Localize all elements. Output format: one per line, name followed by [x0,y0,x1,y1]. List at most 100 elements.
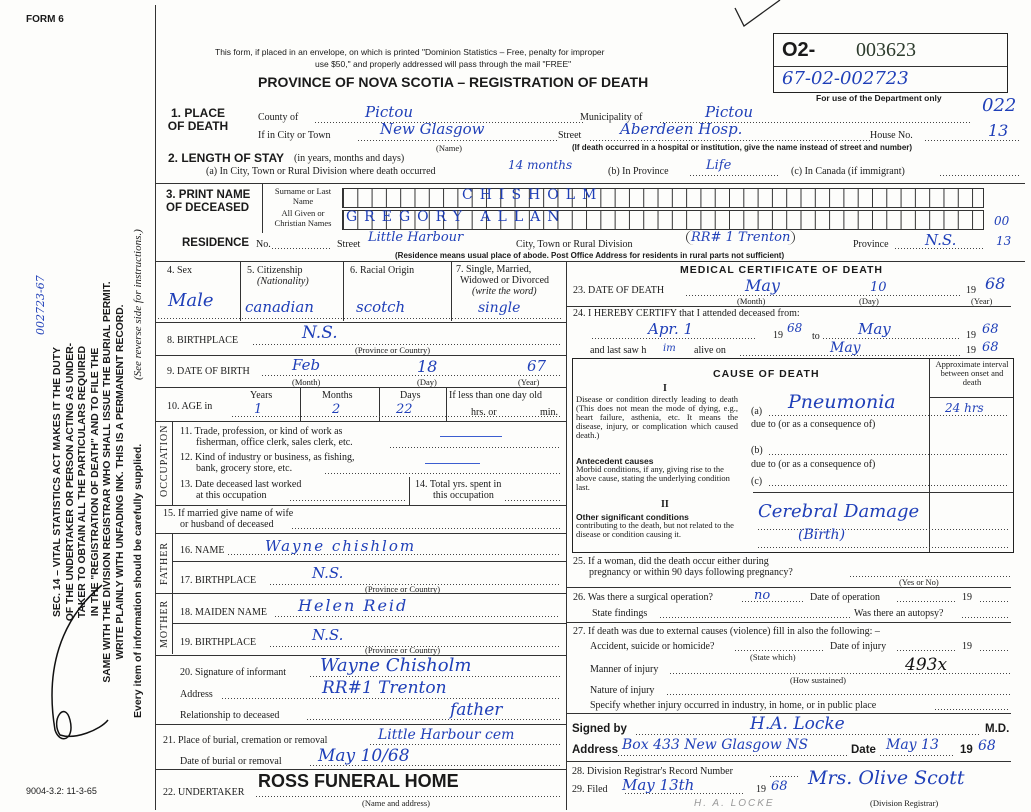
due-to-label: due to (or as a consequence of) [751,459,876,470]
dotted-line [325,473,560,474]
dotted-line [667,694,1010,695]
divider [343,261,344,321]
divider [566,713,1011,714]
dotted-line [980,601,1010,602]
dotted-line [895,248,985,249]
cause-c-label: (c) [751,476,763,487]
dod-label: 23. DATE OF DEATH [573,285,665,296]
signed-year: 68 [978,738,996,754]
divider [155,387,566,388]
q28-label: 28. Division Registrar's Record Number [572,766,733,777]
divider [929,359,930,552]
manner-code: 493x [905,655,948,675]
days-label: Days [400,390,421,401]
city-label: If in City or Town [258,130,331,141]
other-conditions-value: Cerebral Damage [758,501,920,522]
mother-birthplace: N.S. [312,626,344,644]
dotted-line [290,500,405,501]
dotted-line [850,576,1010,577]
day-hint: (Day) [417,377,437,387]
autopsy-label: Was there an autopsy? [854,608,944,619]
side-handwritten-number: 002723-67 [34,275,47,335]
deceased-name-label-text: 3. PRINT NAME OF DECEASED [166,189,251,214]
dod-year: 68 [985,274,1006,293]
dotted-line [823,338,961,339]
residence-province-value: N.S. [925,231,957,249]
residence-note: (Residence means usual place of abode. P… [395,251,785,260]
dotted-line [618,755,848,756]
year-prefix: 19 [966,345,976,356]
surname-label: Surname or Last Name [274,186,332,206]
dotted-line [770,776,800,777]
column-divider [566,261,567,810]
divider [929,397,1013,398]
mail-notice-1: This form, if placed in an envelope, on … [215,47,605,57]
dotted-line [310,765,560,766]
divider [172,561,566,562]
reg-handwritten: 67-02-002723 [782,68,909,89]
stay-b-value: Life [706,158,732,173]
q15-label: or husband of deceased [180,519,274,530]
citizenship-label: 5. Citizenship [247,265,303,276]
cause-title: CAUSE OF DEATH [713,368,820,380]
dotted-line [253,344,560,345]
dotted-line [735,650,825,651]
dotted-line [592,338,757,339]
year-prefix: 19 [966,330,976,341]
dotted-line [660,122,970,123]
dob-day: 18 [417,357,438,376]
divider [155,533,566,534]
dept-only: For use of the Department only [816,93,942,103]
burial-date-label: Date of burial or removal [180,756,282,767]
divider [155,421,566,422]
dob-label: 9. DATE OF BIRTH [167,366,250,377]
informant-signature-label: 20. Signature of informant [180,667,287,678]
dotted-line [370,744,560,745]
dotted-line [935,709,1010,710]
racial-value: scotch [356,298,406,316]
city-value: New Glasgow [380,120,485,138]
given-value: GREGORY ALLAN [346,209,567,225]
dotted-line [310,676,560,677]
form-left-border [155,5,156,810]
form-code: 9004-3.2: 11-3-65 [26,786,97,796]
dotted-line [758,529,1008,530]
cause-of-death-box: CAUSE OF DEATH Approximate interval betw… [572,358,1014,553]
year-prefix: 19 [962,592,972,603]
stay-a-label: (a) In City, Town or Rural Division wher… [206,166,436,177]
dotted-line [158,318,563,319]
q13-label: at this occupation [196,490,267,501]
divider [155,593,566,594]
residence-street-value: Little Harbour [368,230,464,245]
signed-date-label: Date [851,744,876,756]
dotted-line [232,416,560,417]
relationship-label: Relationship to deceased [180,710,280,721]
dotted-line [275,616,560,617]
occupation-label: OCCUPATION [159,424,170,497]
burial-place-label: 21. Place of burial, cremation or remova… [163,735,328,746]
province-hint: (Province or Country) [365,645,441,655]
dotted-line [636,734,981,735]
marital-label: 7. Single, Married, [456,264,532,275]
residence-city-label: City, Town or Rural Division [516,239,633,250]
dotted-line [925,140,1020,141]
dotted-line [222,698,560,699]
divider [262,183,263,233]
stay-b-label: (b) In Province [608,166,669,177]
dept-code: 022 [982,95,1017,116]
dotted-line [660,617,850,618]
dotted-line [270,584,560,585]
cause-a-label: (a) [751,406,763,417]
dotted-line [272,248,332,249]
operation-date-label: Date of operation [810,592,880,603]
stay-c-label: (c) In Canada (if immigrant) [791,166,905,177]
q25-label: pregnancy or within 90 days following pr… [589,567,793,578]
antecedent-title: Antecedent causes [576,456,654,466]
state-which-hint: (State which) [750,652,796,662]
q13-label: 13. Date deceased last worked [180,479,302,490]
dotted-line [625,793,745,794]
filed-date: May 13th [622,776,695,794]
given-grid [342,210,984,230]
divider [566,306,1011,307]
dotted-line [769,454,1009,455]
